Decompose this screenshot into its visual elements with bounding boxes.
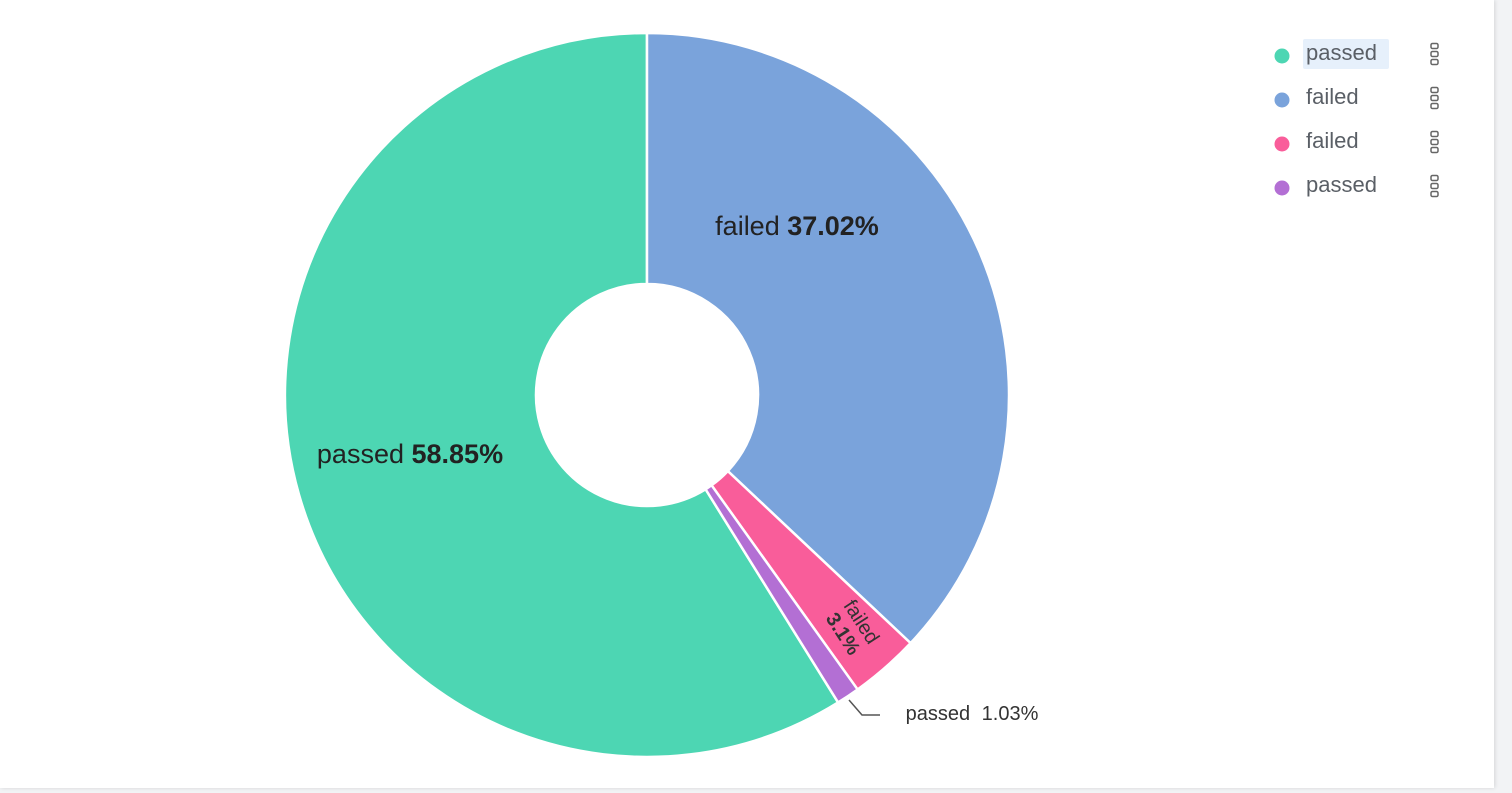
legend-label[interactable]: failed bbox=[1306, 84, 1359, 109]
menu-dot bbox=[1430, 138, 1439, 146]
legend-swatch bbox=[1274, 92, 1290, 108]
legend-swatch bbox=[1274, 48, 1290, 64]
slice-label: passed 58.85% bbox=[317, 439, 503, 469]
legend-label[interactable]: failed bbox=[1306, 128, 1359, 153]
slice-label-value: 1.03% bbox=[982, 703, 1039, 725]
legend-swatch bbox=[1274, 180, 1290, 196]
slice bbox=[283, 31, 840, 759]
menu-dot bbox=[1430, 190, 1439, 198]
menu-dot bbox=[1430, 182, 1439, 190]
legend-swatch bbox=[1274, 136, 1290, 152]
slice bbox=[645, 31, 1011, 645]
menu-dot bbox=[1430, 174, 1439, 182]
menu-dot bbox=[1430, 42, 1439, 50]
slice bbox=[703, 483, 860, 705]
slice-label: failed 37.02% bbox=[715, 211, 879, 241]
slice-label-name: passed bbox=[906, 703, 971, 725]
slices bbox=[283, 31, 1011, 759]
slice-label-name: failed bbox=[715, 211, 780, 241]
menu-dot bbox=[1430, 146, 1439, 154]
legend-label[interactable]: passed bbox=[1306, 172, 1377, 197]
legend-focus bbox=[1303, 39, 1389, 69]
menu-dot bbox=[1430, 130, 1439, 138]
legend: passed failed failed passed bbox=[1274, 39, 1439, 198]
legend-menu[interactable] bbox=[1430, 86, 1439, 110]
legend-menu[interactable] bbox=[1430, 130, 1439, 154]
menu-dot bbox=[1430, 94, 1439, 102]
legend-label[interactable]: passed bbox=[1306, 40, 1377, 65]
menu-dot bbox=[1430, 58, 1439, 66]
legend-menu[interactable] bbox=[1430, 42, 1439, 66]
menu-dot bbox=[1430, 86, 1439, 94]
menu-dot bbox=[1430, 102, 1439, 110]
slice-label-name: passed bbox=[317, 439, 404, 469]
leader-line bbox=[848, 699, 880, 716]
slice-label-value: 58.85% bbox=[412, 439, 504, 469]
legend-menu[interactable] bbox=[1430, 174, 1439, 198]
slice-label-value: 37.02% bbox=[787, 211, 879, 241]
menu-dot bbox=[1430, 50, 1439, 58]
slice-label: passed 1.03% bbox=[906, 703, 1039, 725]
